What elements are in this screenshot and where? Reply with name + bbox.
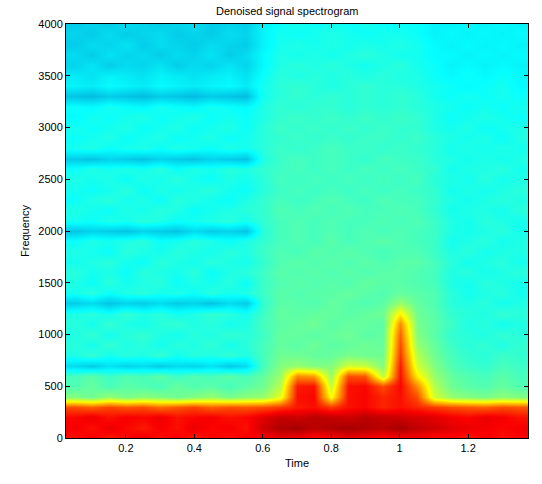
svg-text:1000: 1000 — [38, 328, 62, 340]
svg-text:1: 1 — [397, 442, 403, 454]
svg-text:0.4: 0.4 — [187, 442, 202, 454]
svg-text:1500: 1500 — [38, 277, 62, 289]
svg-text:2000: 2000 — [38, 225, 62, 237]
svg-text:0.8: 0.8 — [324, 442, 339, 454]
svg-text:Time: Time — [285, 457, 309, 469]
svg-text:500: 500 — [44, 380, 62, 392]
svg-text:0.2: 0.2 — [118, 442, 133, 454]
svg-text:2500: 2500 — [38, 173, 62, 185]
svg-text:Denoised signal spectrogram: Denoised signal spectrogram — [216, 5, 358, 17]
svg-text:1.2: 1.2 — [460, 442, 475, 454]
svg-text:Frequency: Frequency — [19, 205, 31, 257]
svg-text:3500: 3500 — [38, 70, 62, 82]
svg-text:0: 0 — [57, 432, 63, 444]
svg-text:4000: 4000 — [38, 18, 62, 30]
svg-text:3000: 3000 — [38, 121, 62, 133]
svg-text:0.6: 0.6 — [255, 442, 270, 454]
